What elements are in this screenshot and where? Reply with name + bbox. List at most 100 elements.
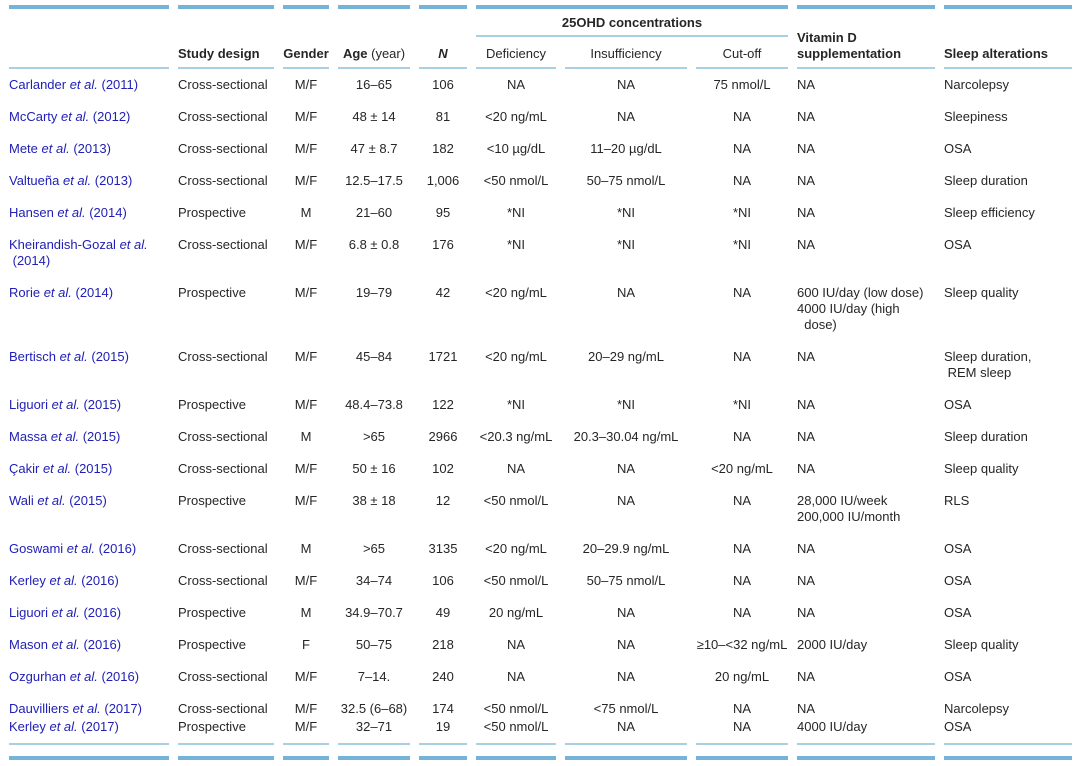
- cell-n: 95: [435, 205, 451, 220]
- table-row: Kerley et al. (2016) Cross-sectional M/F 34…: [9, 565, 1072, 597]
- cell-deficiency: <20.3 ng/mL: [479, 429, 553, 444]
- cell-cutoff: *NI: [732, 237, 752, 252]
- table-row: Dauvilliers et al. (2017) Cross-sectional…: [9, 693, 1072, 718]
- study-citation-link[interactable]: Liguori et al. (2016): [9, 605, 122, 620]
- cell-n: 2966: [428, 429, 458, 444]
- cell-vitd: NA: [797, 349, 816, 364]
- study-citation-link[interactable]: Goswami et al. (2016): [9, 541, 137, 556]
- cell-study: Bertisch et al. (2015): [9, 341, 169, 389]
- cell-deficiency: <50 nmol/L: [483, 719, 549, 734]
- study-citation-link[interactable]: Carlander et al. (2011): [9, 77, 139, 92]
- cell-gender: M/F: [294, 109, 318, 124]
- study-citation-link[interactable]: Valtueña et al. (2013): [9, 173, 133, 188]
- cell-vitd: NA: [797, 573, 816, 588]
- cell-gender: F: [302, 637, 310, 652]
- cell-age: 48 ± 14: [352, 109, 396, 124]
- cell-design: Prospective: [178, 719, 246, 734]
- table-row: Wali et al. (2015) Prospective M/F 38 ± 18 1…: [9, 485, 1072, 533]
- header-study: [9, 5, 169, 69]
- cell-n: 12: [435, 493, 451, 508]
- cell-design: Cross-sectional: [178, 573, 268, 588]
- cell-insufficiency: NA: [616, 605, 636, 620]
- header-insufficiency: Insufficiency: [565, 37, 687, 69]
- table-row: Goswami et al. (2016) Cross-sectional M >65…: [9, 533, 1072, 565]
- cell-sleep: Sleepiness: [944, 109, 1008, 124]
- cell-insufficiency: NA: [616, 669, 636, 684]
- cell-design: Prospective: [178, 493, 246, 508]
- cell-sleep: OSA: [944, 397, 972, 412]
- cell-gender: M/F: [294, 701, 318, 716]
- study-citation-link[interactable]: Wali et al. (2015): [9, 493, 107, 508]
- cell-deficiency: <20 ng/mL: [485, 541, 547, 556]
- header-n: N: [419, 5, 467, 69]
- cell-gender: M/F: [294, 573, 318, 588]
- cell-sleep: Sleep duration, REM sleep: [944, 349, 1032, 380]
- study-citation-link[interactable]: Hansen et al. (2014): [9, 205, 127, 220]
- study-citation-link[interactable]: Bertisch et al. (2015): [9, 349, 129, 364]
- cell-n: 176: [432, 237, 454, 252]
- cell-deficiency: NA: [506, 669, 526, 684]
- cell-sleep: Sleep duration: [944, 429, 1028, 444]
- cell-insufficiency: NA: [616, 77, 636, 92]
- study-citation-link[interactable]: Kerley et al. (2017): [9, 719, 119, 734]
- cell-insufficiency: NA: [616, 637, 636, 652]
- table-row: Bertisch et al. (2015) Cross-sectional M/F…: [9, 341, 1072, 389]
- study-citation-link[interactable]: Mason et al. (2016): [9, 637, 122, 652]
- cell-gender: M/F: [294, 173, 318, 188]
- study-citation-link[interactable]: Massa et al. (2015): [9, 429, 121, 444]
- study-citation-link[interactable]: Ozgurhan et al. (2016): [9, 669, 140, 684]
- cell-age: >65: [362, 541, 386, 556]
- cell-n: 182: [432, 141, 454, 156]
- cell-deficiency: NA: [506, 637, 526, 652]
- cell-vitd: 2000 IU/day: [797, 637, 868, 652]
- cell-vitd: NA: [797, 605, 816, 620]
- cell-design: Cross-sectional: [178, 701, 268, 716]
- cell-vitd: NA: [797, 141, 816, 156]
- study-citation-link[interactable]: Mete et al. (2013): [9, 141, 111, 156]
- cell-gender: M: [300, 605, 312, 620]
- cell-design: Cross-sectional: [178, 77, 268, 92]
- cell-gender: M/F: [294, 669, 318, 684]
- cell-n: 81: [435, 109, 451, 124]
- cell-deficiency: *NI: [506, 237, 526, 252]
- table-row: Hansen et al. (2014) Prospective M 21–60 95 *…: [9, 197, 1072, 229]
- cell-sleep: RLS: [944, 493, 970, 508]
- cell-study: Goswami et al. (2016): [9, 533, 169, 565]
- cell-study: Mason et al. (2016): [9, 629, 169, 661]
- study-citation-link[interactable]: Kheirandish-Gozal et al. (2014): [9, 237, 148, 268]
- cell-deficiency: <50 nmol/L: [483, 701, 549, 716]
- cell-cutoff: *NI: [732, 397, 752, 412]
- table-row: Liguori et al. (2015) Prospective M/F 48.4–…: [9, 389, 1072, 421]
- cell-cutoff: NA: [732, 109, 752, 124]
- cell-cutoff: ≥10–<32 ng/mL: [696, 637, 788, 652]
- study-citation-link[interactable]: Kerley et al. (2016): [9, 573, 119, 588]
- cell-cutoff: NA: [732, 429, 752, 444]
- cell-n: 42: [435, 285, 451, 300]
- header-cutoff: Cut-off: [696, 37, 788, 69]
- cell-age: 32.5 (6–68): [340, 701, 408, 716]
- cell-design: Prospective: [178, 205, 246, 220]
- study-citation-link[interactable]: McCarty et al. (2012): [9, 109, 131, 124]
- study-citation-link[interactable]: Dauvilliers et al. (2017): [9, 701, 142, 716]
- cell-insufficiency: NA: [616, 461, 636, 476]
- study-citation-link[interactable]: Liguori et al. (2015): [9, 397, 122, 412]
- cell-age: 7–14.: [357, 669, 391, 684]
- cell-gender: M/F: [294, 461, 318, 476]
- cell-design: Cross-sectional: [178, 237, 268, 252]
- cell-cutoff: NA: [732, 605, 752, 620]
- cell-n: 1,006: [426, 173, 460, 188]
- study-citation-link[interactable]: Rorie et al. (2014): [9, 285, 114, 300]
- cell-sleep: Sleep quality: [944, 461, 1019, 476]
- cell-design: Cross-sectional: [178, 429, 268, 444]
- cell-sleep: OSA: [944, 141, 972, 156]
- cell-vitd: 600 IU/day (low dose) 4000 IU/day (high …: [797, 285, 924, 332]
- cell-gender: M/F: [294, 237, 318, 252]
- cell-insufficiency: 50–75 nmol/L: [586, 573, 666, 588]
- study-citation-link[interactable]: Çakir et al. (2015): [9, 461, 113, 476]
- cell-cutoff: NA: [732, 573, 752, 588]
- cell-cutoff: <20 ng/mL: [711, 461, 773, 476]
- cell-vitd: NA: [797, 205, 816, 220]
- cell-cutoff: 20 ng/mL: [714, 669, 770, 684]
- cell-vitd: NA: [797, 77, 816, 92]
- table-row: Kheirandish-Gozal et al. (2014) Cross-sec…: [9, 229, 1072, 277]
